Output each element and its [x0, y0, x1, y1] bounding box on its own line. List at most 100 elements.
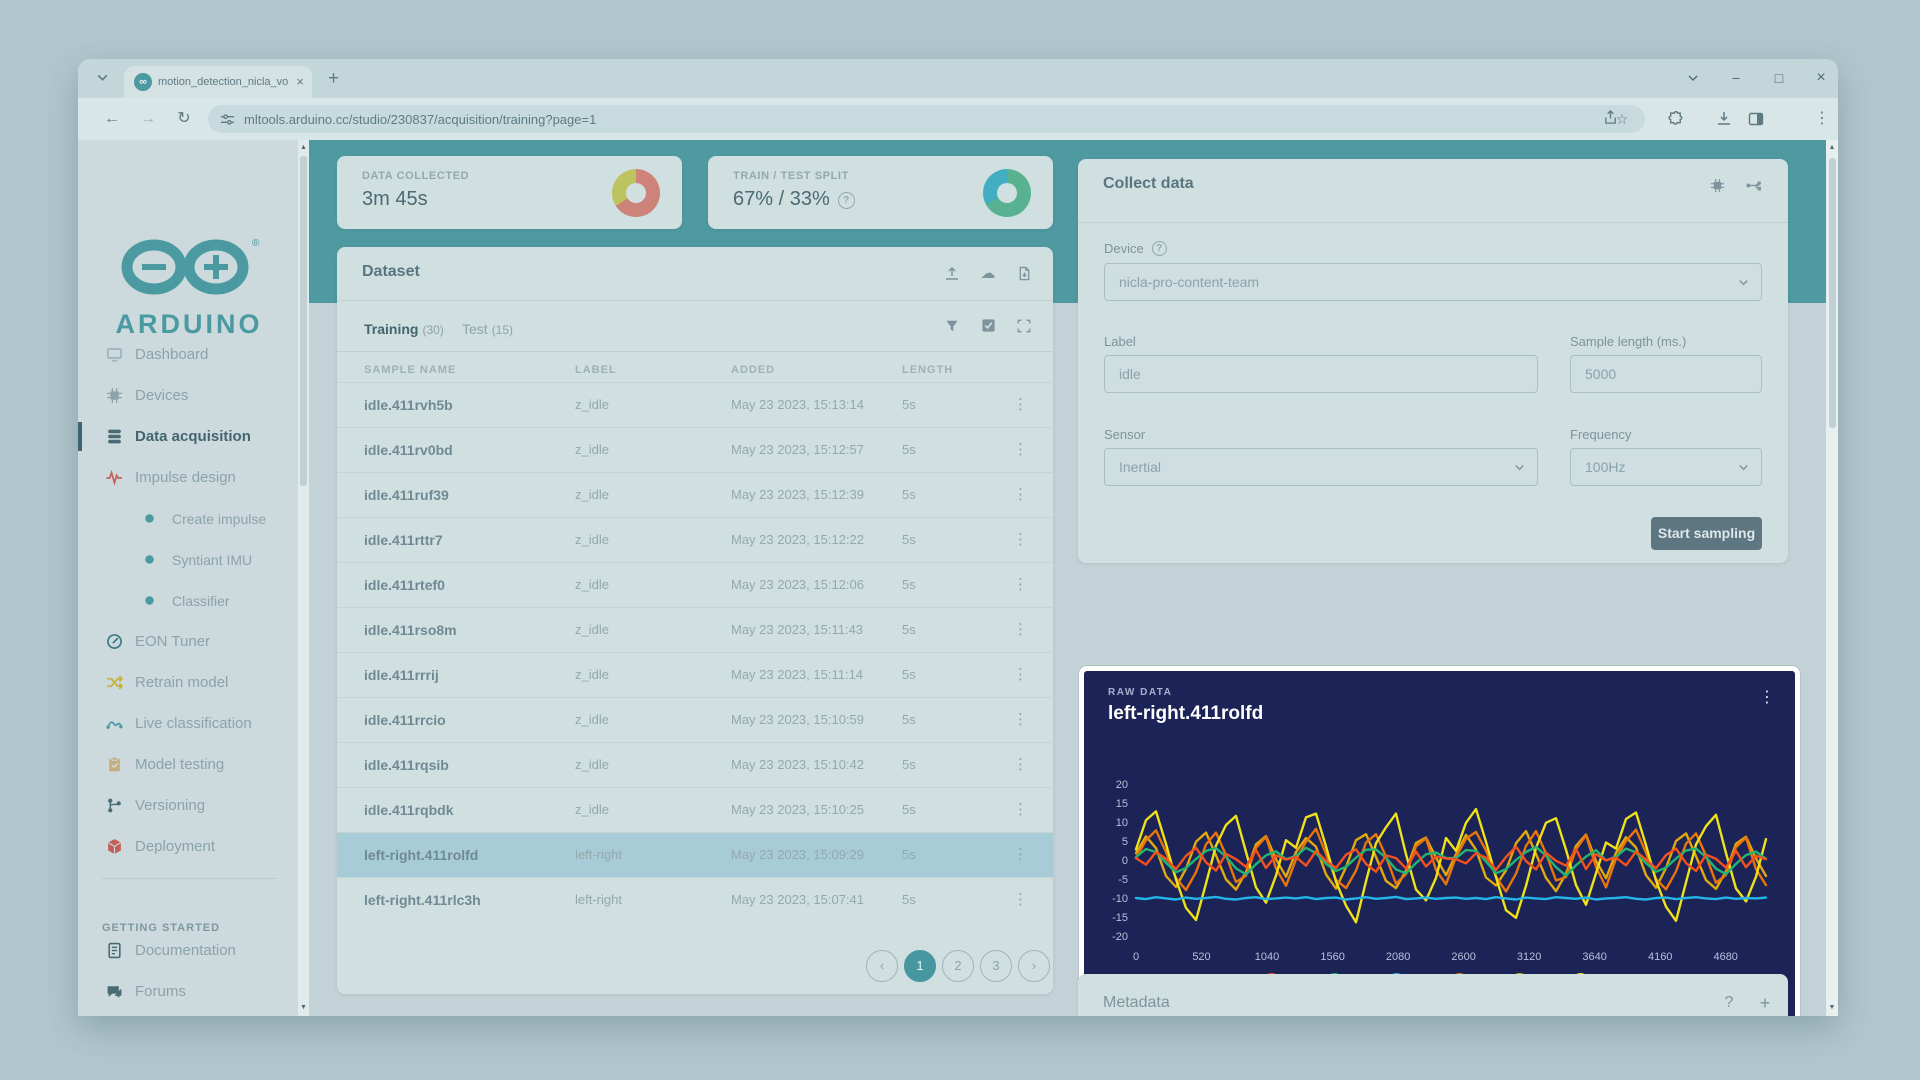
row-menu-icon[interactable]: ⋮	[1013, 846, 1028, 863]
row-menu-icon[interactable]: ⋮	[1013, 756, 1028, 773]
sidebar-item-devices[interactable]: Devices	[78, 375, 298, 416]
svg-text:20: 20	[1116, 779, 1128, 791]
browser-menu-icon[interactable]: ⋮	[1814, 110, 1830, 127]
sidebar-item-label: Create impulse	[172, 510, 267, 527]
cloud-icon[interactable]: ☁	[980, 265, 996, 282]
expand-icon[interactable]	[1013, 315, 1035, 337]
window-minimize-icon[interactable]: −	[1731, 70, 1741, 86]
row-menu-icon[interactable]: ⋮	[1013, 576, 1028, 593]
metadata-add-icon[interactable]: +	[1759, 993, 1771, 1013]
sidebar-item-deployment[interactable]: Deployment	[78, 826, 298, 867]
cell-label: z_idle	[575, 442, 609, 457]
sidebar-scrollbar[interactable]: ▲ ▼	[298, 140, 309, 1016]
metadata-help-icon[interactable]: ?	[1724, 994, 1734, 1011]
scroll-down-icon[interactable]: ▼	[300, 1004, 307, 1011]
tab-close-icon[interactable]: ×	[296, 74, 304, 89]
reload-icon[interactable]: ↻	[177, 110, 191, 127]
sidebar-item-classifier[interactable]: Classifier	[78, 580, 298, 621]
table-row[interactable]: idle.411rqsib z_idle May 23 2023, 15:10:42…	[337, 742, 1053, 788]
usb-connect-icon[interactable]	[1742, 175, 1764, 197]
row-menu-icon[interactable]: ⋮	[1013, 621, 1028, 638]
sidebar-item-documentation[interactable]: Documentation	[78, 930, 298, 971]
table-row[interactable]: idle.411rrcio z_idle May 23 2023, 15:10:59…	[337, 697, 1053, 743]
label-input[interactable]: idle	[1104, 355, 1538, 393]
table-row[interactable]: idle.411rttr7 z_idle May 23 2023, 15:12:22…	[337, 517, 1053, 563]
table-row[interactable]: idle.411rv0bd z_idle May 23 2023, 15:12:57…	[337, 427, 1053, 473]
extensions-icon[interactable]	[1664, 107, 1688, 131]
sidebar-item-live-classification[interactable]: Live classification	[78, 703, 298, 744]
export-file-icon[interactable]	[1013, 263, 1035, 285]
row-menu-icon[interactable]: ⋮	[1013, 801, 1028, 818]
row-menu-icon[interactable]: ⋮	[1013, 666, 1028, 683]
device-info-icon[interactable]: ?	[1151, 241, 1167, 256]
back-icon[interactable]: ←	[104, 110, 120, 127]
sensor-select[interactable]: Inertial	[1104, 448, 1538, 486]
sidebar-scroll-thumb[interactable]	[300, 156, 307, 486]
row-menu-icon[interactable]: ⋮	[1013, 891, 1028, 908]
raw-data-menu-icon[interactable]: ⋮	[1759, 689, 1775, 706]
tab-test[interactable]: Test (15)	[462, 321, 514, 337]
page-scrollbar[interactable]: ▲ ▼	[1826, 140, 1838, 1016]
table-row[interactable]: idle.411rrrij z_idle May 23 2023, 15:11:14…	[337, 652, 1053, 698]
scroll-down-icon[interactable]: ▼	[1828, 1004, 1836, 1011]
row-menu-icon[interactable]: ⋮	[1013, 441, 1028, 458]
sidebar-item-model-testing[interactable]: Model testing	[78, 744, 298, 785]
sidebar-item-retrain-model[interactable]: Retrain model	[78, 662, 298, 703]
side-panel-icon[interactable]	[1744, 107, 1768, 131]
select-checkbox-icon[interactable]	[977, 315, 999, 337]
window-chevron-icon[interactable]	[1678, 63, 1708, 93]
page-scroll-thumb[interactable]	[1828, 158, 1836, 428]
url-bar[interactable]: mltools.arduino.cc/studio/230837/acquisi…	[208, 105, 1645, 133]
pagination-page-1[interactable]: 1	[904, 950, 936, 982]
new-tab-button[interactable]: +	[328, 68, 340, 89]
share-icon[interactable]	[1603, 110, 1621, 128]
site-settings-icon[interactable]	[220, 112, 235, 127]
device-chip-icon[interactable]	[1706, 175, 1728, 197]
scroll-up-icon[interactable]: ▲	[1828, 144, 1836, 151]
sidebar-item-syntiant-imu[interactable]: Syntiant IMU	[78, 539, 298, 580]
table-row[interactable]: idle.411ruf39 z_idle May 23 2023, 15:12:39…	[337, 472, 1053, 518]
row-menu-icon[interactable]: ⋮	[1013, 531, 1028, 548]
tab-search-chevron-icon[interactable]	[96, 71, 109, 84]
window-close-icon[interactable]: ×	[1816, 69, 1826, 86]
pagination-prev[interactable]: ‹	[866, 950, 898, 982]
row-menu-icon[interactable]: ⋮	[1013, 486, 1028, 503]
start-sampling-button[interactable]: Start sampling	[1651, 517, 1762, 550]
download-icon[interactable]	[1712, 107, 1736, 131]
collect-title: Collect data	[1103, 175, 1194, 192]
table-row[interactable]: idle.411rvh5b z_idle May 23 2023, 15:13:14…	[337, 382, 1053, 428]
upload-icon[interactable]	[941, 263, 963, 285]
scroll-up-icon[interactable]: ▲	[300, 144, 307, 151]
table-row[interactable]: idle.411rtef0 z_idle May 23 2023, 15:12:06…	[337, 562, 1053, 608]
table-row[interactable]: left-right.411rlc3h left-right May 23 2023…	[337, 877, 1053, 923]
cell-added: May 23 2023, 15:12:06	[731, 577, 864, 592]
filter-icon[interactable]	[941, 315, 963, 337]
sidebar-item-create-impulse[interactable]: Create impulse	[78, 498, 298, 539]
sidebar-item-data-acquisition[interactable]: Data acquisition	[78, 416, 298, 457]
sidebar-item-eon-tuner[interactable]: EON Tuner	[78, 621, 298, 662]
cell-length: 5s	[902, 397, 916, 412]
table-row[interactable]: left-right.411rolfd left-right May 23 2023…	[337, 832, 1053, 878]
cell-added: May 23 2023, 15:10:25	[731, 802, 864, 817]
table-row[interactable]: idle.411rso8m z_idle May 23 2023, 15:11:43…	[337, 607, 1053, 653]
forward-icon[interactable]: →	[140, 110, 156, 127]
sidebar-divider	[102, 878, 276, 879]
info-icon[interactable]: ?	[837, 192, 855, 209]
browser-tab[interactable]: ∞ motion_detection_nicla_voice - ×	[124, 66, 312, 98]
window-maximize-icon[interactable]: □	[1774, 70, 1784, 86]
sidebar-item-dashboard[interactable]: Dashboard	[78, 334, 298, 375]
sidebar-item-impulse-design[interactable]: Impulse design	[78, 457, 298, 498]
row-menu-icon[interactable]: ⋮	[1013, 711, 1028, 728]
sidebar-item-versioning[interactable]: Versioning	[78, 785, 298, 826]
tab-training[interactable]: Training (30)	[364, 321, 444, 337]
device-select[interactable]: nicla-pro-content-team	[1104, 263, 1762, 301]
sidebar-item-forums[interactable]: Forums	[78, 971, 298, 1012]
sample-length-input[interactable]: 5000	[1570, 355, 1762, 393]
pagination-page-3[interactable]: 3	[980, 950, 1012, 982]
pagination-page-2[interactable]: 2	[942, 950, 974, 982]
frequency-select[interactable]: 100Hz	[1570, 448, 1762, 486]
pagination-next[interactable]: ›	[1018, 950, 1050, 982]
bookmark-star-icon[interactable]: ☆	[1615, 111, 1629, 127]
row-menu-icon[interactable]: ⋮	[1013, 396, 1028, 413]
table-row[interactable]: idle.411rqbdk z_idle May 23 2023, 15:10:25…	[337, 787, 1053, 833]
